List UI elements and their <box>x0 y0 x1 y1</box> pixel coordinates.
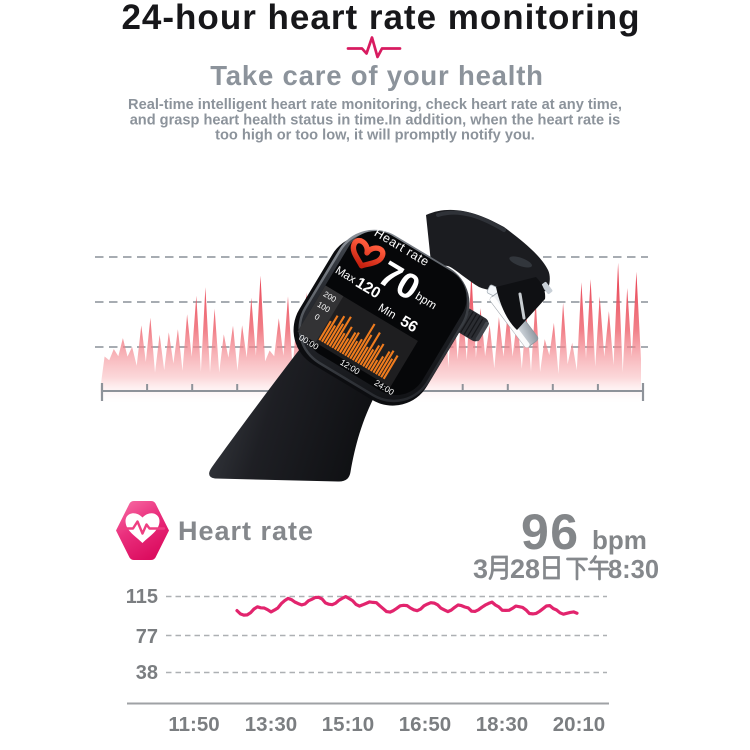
svg-text:18:30: 18:30 <box>476 713 528 736</box>
svg-text:too high or too low, it will p: too high or too low, it will promptly no… <box>215 128 535 144</box>
svg-text:15:10: 15:10 <box>322 713 374 736</box>
svg-text:28: 28 <box>510 554 540 584</box>
svg-text:38: 38 <box>136 662 158 684</box>
svg-text:bpm: bpm <box>592 525 647 555</box>
svg-text:and grasp heart health status: and grasp heart health status in time.In… <box>130 112 621 128</box>
svg-text:115: 115 <box>126 586 158 608</box>
svg-text:13:30: 13:30 <box>245 713 297 736</box>
svg-text:Heart rate: Heart rate <box>178 516 314 546</box>
svg-text:11:50: 11:50 <box>168 713 219 736</box>
svg-text:96: 96 <box>521 504 580 560</box>
svg-text:0: 0 <box>313 312 322 322</box>
svg-text:16:50: 16:50 <box>399 713 451 736</box>
svg-text:8:30: 8:30 <box>608 556 659 584</box>
svg-text:Real-time intelligent heart ra: Real-time intelligent heart rate monitor… <box>128 97 622 113</box>
svg-text:3: 3 <box>473 554 488 584</box>
svg-text:56: 56 <box>397 313 421 337</box>
svg-text:20:10: 20:10 <box>553 713 605 736</box>
svg-text:77: 77 <box>136 626 158 648</box>
svg-text:Take care of your health: Take care of your health <box>210 60 544 91</box>
svg-text:24-hour heart rate monitoring: 24-hour heart rate monitoring <box>121 0 640 37</box>
